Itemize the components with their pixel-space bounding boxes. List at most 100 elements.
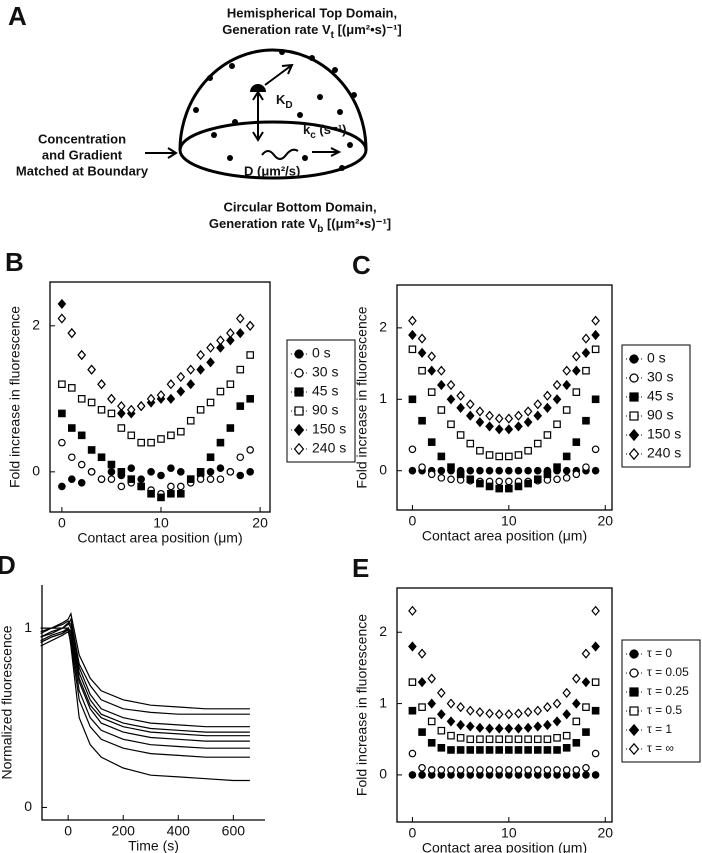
- point: [186, 475, 195, 483]
- point: [418, 771, 426, 779]
- point: [427, 673, 437, 684]
- chart-D: D 0 200 400 600 0 1 Time (s) Normalized fluoresc…: [0, 550, 265, 853]
- point: [514, 482, 523, 491]
- point: [505, 746, 513, 754]
- point: [447, 420, 455, 429]
- point: [543, 390, 552, 401]
- point: [504, 413, 514, 424]
- x-tick-label: 400: [167, 823, 191, 839]
- point: [437, 744, 446, 752]
- legend-marker: [294, 368, 304, 378]
- boundary-label: Matched at Boundary: [16, 163, 149, 178]
- x-tick-label: 20: [252, 515, 268, 531]
- legend-marker: [628, 447, 640, 461]
- legend-marker: [629, 411, 639, 421]
- point: [226, 468, 235, 476]
- text: D: [285, 100, 292, 111]
- point: [514, 746, 523, 754]
- point: [437, 406, 446, 414]
- receptor: [250, 84, 266, 92]
- point: [246, 395, 254, 403]
- point: [572, 717, 581, 726]
- point: [408, 395, 417, 404]
- x-tick-label: 200: [112, 823, 136, 839]
- point: [117, 424, 126, 432]
- point: [456, 402, 465, 413]
- point: [437, 709, 446, 720]
- x-tick-label: 0: [58, 515, 66, 531]
- point: [417, 677, 427, 688]
- point: [418, 728, 426, 736]
- point: [543, 735, 552, 744]
- point: [235, 328, 245, 339]
- x-tick-label: 0: [64, 823, 72, 839]
- point: [485, 466, 494, 475]
- point: [562, 731, 571, 740]
- point: [216, 387, 225, 396]
- point: [524, 446, 532, 455]
- point: [466, 475, 475, 484]
- point: [572, 766, 581, 774]
- point: [196, 475, 205, 483]
- point: [504, 424, 514, 435]
- x-tick-label: 10: [153, 515, 169, 531]
- point: [97, 405, 106, 414]
- point: [87, 468, 96, 476]
- point: [127, 431, 136, 440]
- point: [514, 766, 523, 774]
- point: [485, 421, 494, 432]
- point: [68, 453, 76, 462]
- point: [475, 707, 485, 718]
- point: [418, 703, 426, 711]
- point: [533, 766, 542, 774]
- legend-marker: [629, 373, 639, 383]
- point: [137, 482, 145, 491]
- point: [543, 719, 552, 731]
- point: [427, 365, 437, 376]
- point: [216, 335, 225, 346]
- point: [476, 746, 484, 754]
- point: [68, 475, 76, 483]
- legend-marker: [629, 668, 639, 678]
- molecules: [193, 49, 357, 171]
- legend-label: 0 s: [312, 345, 331, 361]
- y-tick-label: 0: [24, 798, 32, 814]
- point: [591, 678, 600, 686]
- point: [117, 468, 126, 476]
- plot-frame: [396, 284, 613, 511]
- point: [236, 471, 245, 480]
- panel-label: A: [8, 1, 27, 31]
- point: [117, 482, 126, 491]
- point: [562, 744, 571, 752]
- point: [581, 333, 591, 344]
- point: [236, 453, 245, 462]
- point: [572, 698, 581, 709]
- plot-frame: [396, 587, 613, 823]
- legend-label: 30 s: [647, 369, 673, 385]
- point: [446, 716, 456, 727]
- point: [117, 408, 126, 419]
- bottom-title: Circular Bottom Domain,: [223, 199, 376, 214]
- point: [572, 388, 581, 396]
- point: [427, 438, 436, 446]
- legend-marker: [294, 387, 304, 397]
- point: [177, 482, 185, 491]
- point: [408, 466, 417, 475]
- point: [533, 705, 543, 716]
- point: [495, 477, 503, 486]
- y-axis-title: Fold increase in fluorescence: [354, 614, 370, 796]
- point: [58, 409, 66, 418]
- point: [591, 345, 600, 354]
- point: [157, 435, 165, 443]
- point: [572, 351, 581, 362]
- point: [437, 766, 446, 774]
- text: Generation rate V: [209, 216, 318, 231]
- point: [167, 431, 175, 440]
- point: [504, 709, 514, 720]
- point: [58, 380, 66, 389]
- point: [206, 468, 215, 476]
- point: [437, 379, 446, 391]
- point: [77, 460, 86, 469]
- point: [408, 749, 417, 758]
